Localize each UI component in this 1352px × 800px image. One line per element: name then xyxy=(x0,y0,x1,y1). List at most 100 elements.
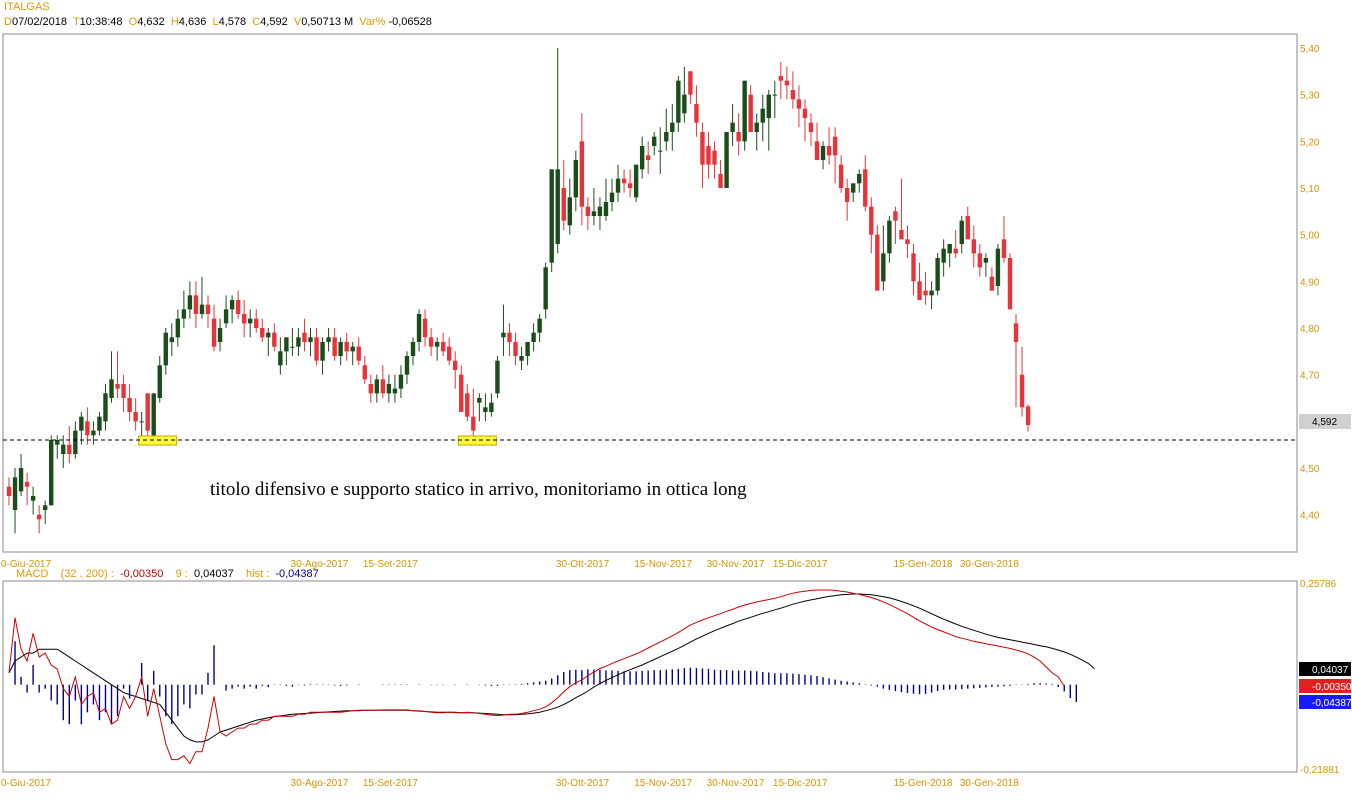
candle-body xyxy=(350,346,355,352)
candle xyxy=(459,365,464,412)
candle-body xyxy=(603,202,609,216)
hist-key: hist : xyxy=(245,568,270,580)
candle-body xyxy=(157,365,162,398)
candle xyxy=(30,486,36,515)
candle xyxy=(187,281,193,319)
candle-body xyxy=(368,384,373,394)
candle-body xyxy=(959,220,964,244)
signal-badge: 0,04037 xyxy=(1299,662,1351,676)
candle-body xyxy=(977,253,983,268)
candle-body xyxy=(398,374,404,389)
candle xyxy=(127,384,132,422)
candle xyxy=(284,337,289,366)
candle xyxy=(796,85,802,128)
candle-body xyxy=(145,393,150,431)
candle xyxy=(965,206,970,240)
candle xyxy=(736,113,741,156)
candle-body xyxy=(585,206,591,216)
price-xtick-label: 30-Ago-2017 xyxy=(291,559,349,570)
candle xyxy=(748,85,753,132)
candle-body xyxy=(199,304,205,314)
candle xyxy=(953,230,958,258)
candle xyxy=(501,304,506,356)
candle-body xyxy=(995,248,1001,286)
candle xyxy=(959,216,964,254)
candle-body xyxy=(404,356,410,375)
candle-body xyxy=(163,332,168,366)
macd-line xyxy=(8,589,1065,765)
candle-body xyxy=(712,150,717,165)
candle-body xyxy=(91,430,96,436)
price-ytick-label: 4,70 xyxy=(1300,371,1320,382)
candle-body xyxy=(115,384,120,389)
candle-body xyxy=(1019,374,1025,408)
candle xyxy=(513,332,518,366)
candle-body xyxy=(440,342,446,352)
candle xyxy=(235,290,241,319)
signal-key: 9 : xyxy=(175,568,188,580)
candle xyxy=(320,337,325,375)
var-key: Var% xyxy=(359,16,386,28)
candle xyxy=(911,244,916,296)
candle xyxy=(754,113,759,151)
candle-body xyxy=(97,416,102,431)
candle xyxy=(241,300,247,338)
candle xyxy=(941,239,946,277)
candle xyxy=(790,71,796,109)
candle xyxy=(428,328,434,356)
candle xyxy=(398,365,404,398)
candle xyxy=(820,141,826,170)
date-key: D xyxy=(4,16,12,28)
macd-name: MACD xyxy=(16,568,49,580)
candle xyxy=(266,328,271,356)
candle xyxy=(374,374,380,403)
macd-readout: MACD (32 , 200) : -0,00350 9 : 0,04037 h… xyxy=(16,568,319,580)
candle-body xyxy=(6,486,12,496)
candle-body xyxy=(223,309,229,324)
price-xtick-label: 15-Nov-2017 xyxy=(634,559,692,570)
candle xyxy=(121,374,126,412)
candle xyxy=(670,104,675,151)
candle-body xyxy=(893,211,898,221)
candle xyxy=(989,267,995,291)
macd-badge-label: -0,00350 xyxy=(1312,682,1352,693)
price-ytick-label: 4,50 xyxy=(1300,464,1320,475)
price-chart[interactable]: 4,404,504,604,704,804,905,005,105,205,30… xyxy=(0,0,1352,572)
high-value: 4,636 xyxy=(178,16,207,28)
signal-line xyxy=(8,593,1095,743)
candle-body xyxy=(929,290,934,296)
candle-body xyxy=(826,146,832,156)
candle-body xyxy=(24,482,30,487)
candle xyxy=(483,393,488,422)
candle-body xyxy=(338,342,343,356)
candle-body xyxy=(881,253,886,282)
candle xyxy=(947,244,952,268)
candle-body xyxy=(49,440,54,506)
candle xyxy=(205,295,211,328)
candle-body xyxy=(573,160,579,198)
candle xyxy=(290,328,295,356)
candle-body xyxy=(633,164,639,198)
candle-body xyxy=(55,440,60,445)
candle xyxy=(1013,314,1019,408)
candle xyxy=(706,132,711,179)
candle xyxy=(742,80,747,151)
price-plot-frame xyxy=(2,33,1298,553)
candle-body xyxy=(857,174,862,184)
last-price-label: 4,592 xyxy=(1312,417,1337,428)
candle-body xyxy=(525,342,530,356)
candle xyxy=(917,262,922,300)
candle xyxy=(404,351,410,384)
candle-body xyxy=(459,374,464,412)
candle xyxy=(55,435,60,459)
candle-body xyxy=(36,514,42,520)
candle xyxy=(567,178,572,235)
candle-body xyxy=(790,90,796,100)
candle xyxy=(18,454,24,496)
candle xyxy=(6,477,12,506)
macd-plot-frame xyxy=(2,580,1298,773)
candle-body xyxy=(863,169,868,207)
candle xyxy=(766,90,771,151)
high-key: H xyxy=(170,16,179,28)
price-ytick-label: 4,80 xyxy=(1300,324,1320,335)
